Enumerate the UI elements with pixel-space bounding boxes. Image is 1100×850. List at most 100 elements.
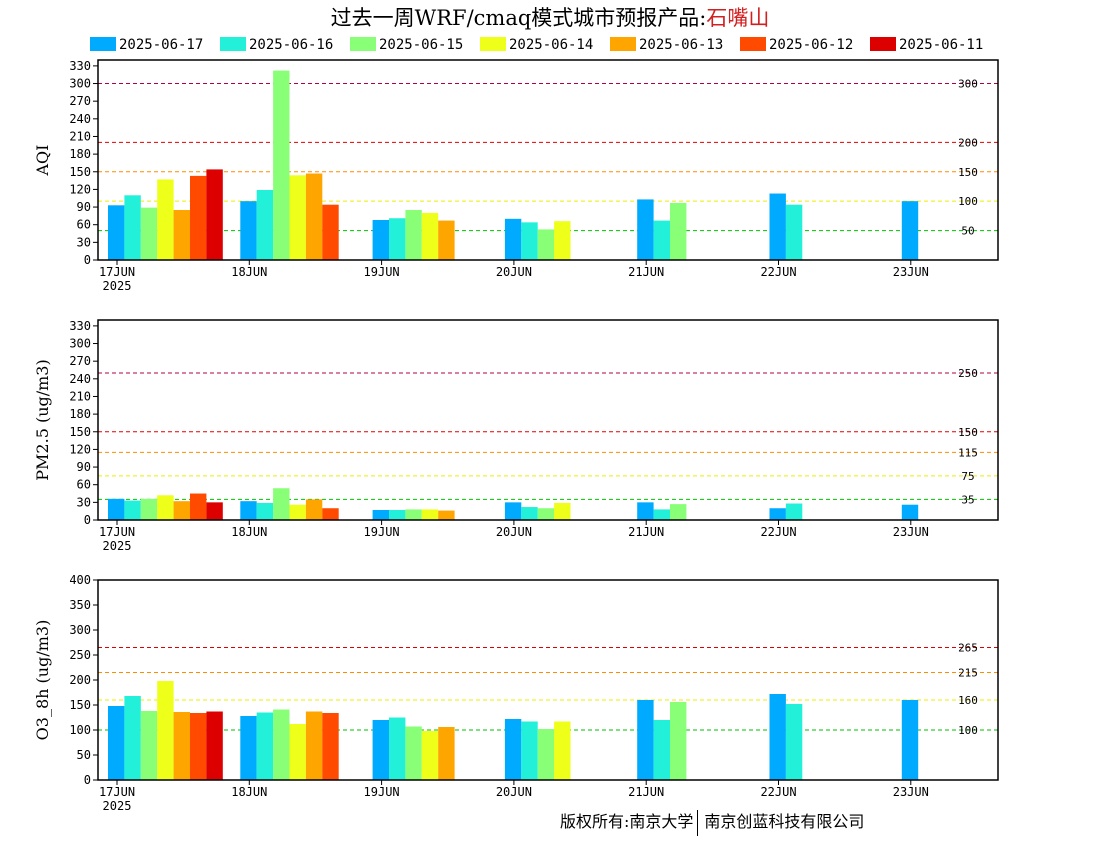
bar-2025-06-12-17JUN <box>190 493 207 520</box>
threshold-label-2: 150 <box>958 166 978 179</box>
bar-2025-06-16-18JUN <box>256 712 274 780</box>
bar-2025-06-15-18JUN <box>273 70 290 261</box>
bar-2025-06-17-22JUN <box>769 508 786 520</box>
bar-2025-06-14-17JUN <box>157 495 174 520</box>
bar-2025-06-14-19JUN <box>421 731 439 780</box>
x-tick-label-0: 17JUN <box>99 785 135 799</box>
bar-2025-06-12-17JUN <box>190 713 207 780</box>
bar-2025-06-14-18JUN <box>289 175 306 260</box>
y-tick-label-8: 240 <box>69 372 91 386</box>
threshold-label-1: 150 <box>958 426 978 439</box>
legend-label-1: 2025-06-16 <box>249 37 333 53</box>
bar-2025-06-16-20JUN <box>521 507 538 520</box>
legend-label-4: 2025-06-13 <box>639 37 723 53</box>
bar-2025-06-16-19JUN <box>389 717 406 780</box>
bar-2025-06-17-17JUN <box>108 205 125 260</box>
threshold-label-1: 200 <box>958 136 978 149</box>
bar-2025-06-16-20JUN <box>521 222 538 260</box>
x-tick-label-6: 23JUN <box>893 785 929 799</box>
y-tick-label-11: 330 <box>69 319 91 333</box>
legend-label-5: 2025-06-12 <box>769 37 853 53</box>
y-tick-label-7: 210 <box>69 389 91 403</box>
footer-divider <box>697 809 699 836</box>
bar-2025-06-11-17JUN <box>206 502 223 520</box>
bar-2025-06-12-18JUN <box>322 204 339 260</box>
x-tick-label-2: 19JUN <box>364 785 400 799</box>
bar-2025-06-16-22JUN <box>785 503 803 520</box>
legend-label-2: 2025-06-15 <box>379 37 463 53</box>
bar-2025-06-13-17JUN <box>173 712 190 780</box>
plot-frame <box>97 319 999 521</box>
bar-2025-06-17-20JUN <box>504 218 522 260</box>
y-tick-label-11: 330 <box>69 59 91 73</box>
legend-swatch-2 <box>350 37 376 51</box>
bar-2025-06-13-19JUN <box>438 727 455 780</box>
plot-frame <box>97 59 999 261</box>
bar-2025-06-14-20JUN <box>554 502 571 520</box>
y-tick-label-0: 0 <box>84 253 91 267</box>
bar-2025-06-13-19JUN <box>438 220 455 260</box>
bar-2025-06-16-19JUN <box>389 218 406 260</box>
x-tick-label-4: 21JUN <box>628 525 664 539</box>
bar-2025-06-15-18JUN <box>273 488 290 520</box>
bar-2025-06-16-18JUN <box>256 190 274 260</box>
bar-2025-06-13-18JUN <box>305 173 323 260</box>
y-tick-label-1: 50 <box>77 748 91 762</box>
y-tick-label-0: 0 <box>84 773 91 787</box>
y-tick-label-3: 90 <box>77 460 91 474</box>
x-tick-label-3: 20JUN <box>496 265 532 279</box>
bar-2025-06-17-18JUN <box>240 716 257 780</box>
bar-2025-06-14-20JUN <box>554 221 571 260</box>
threshold-label-3: 75 <box>961 470 974 483</box>
bar-2025-06-15-17JUN <box>140 498 158 520</box>
bar-2025-06-14-17JUN <box>157 179 174 260</box>
x-year-label: 2025 <box>103 539 132 553</box>
y-tick-label-8: 240 <box>69 112 91 126</box>
bar-2025-06-17-19JUN <box>372 510 389 520</box>
legend-label-0: 2025-06-17 <box>119 37 203 53</box>
y-tick-label-6: 300 <box>69 623 91 637</box>
bar-2025-06-11-17JUN <box>206 169 223 260</box>
bar-2025-06-17-18JUN <box>240 501 257 520</box>
x-tick-label-1: 18JUN <box>231 265 267 279</box>
bar-2025-06-15-21JUN <box>670 702 687 780</box>
x-year-label: 2025 <box>103 799 132 813</box>
bar-2025-06-14-17JUN <box>157 681 174 780</box>
bar-2025-06-17-19JUN <box>372 220 389 260</box>
bar-2025-06-15-20JUN <box>537 229 555 260</box>
y-tick-label-10: 300 <box>69 77 91 91</box>
threshold-label-4: 50 <box>961 225 974 238</box>
threshold-label-3: 100 <box>958 195 978 208</box>
y-tick-label-1: 30 <box>77 495 91 509</box>
y-tick-label-9: 270 <box>69 94 91 108</box>
y-tick-label-5: 150 <box>69 165 91 179</box>
bar-2025-06-17-20JUN <box>504 719 522 780</box>
bar-2025-06-17-21JUN <box>637 502 654 520</box>
y-tick-label-4: 120 <box>69 442 91 456</box>
y-tick-label-7: 210 <box>69 129 91 143</box>
bar-2025-06-11-17JUN <box>206 711 223 780</box>
bar-2025-06-12-17JUN <box>190 175 207 260</box>
copyright-footer: 版权所有:南京大学 南京创蓝科技有限公司 <box>560 808 864 836</box>
threshold-label-3: 100 <box>958 724 978 737</box>
threshold-label-4: 35 <box>961 493 974 506</box>
x-tick-label-2: 19JUN <box>364 265 400 279</box>
bar-2025-06-15-19JUN <box>405 726 422 780</box>
title-city: 石嘴山 <box>706 6 770 30</box>
legend-swatch-0 <box>90 37 116 51</box>
x-tick-label-6: 23JUN <box>893 525 929 539</box>
bar-2025-06-16-22JUN <box>785 704 803 780</box>
bar-2025-06-16-18JUN <box>256 502 274 520</box>
bar-2025-06-17-17JUN <box>108 498 125 520</box>
bar-2025-06-17-21JUN <box>637 199 654 260</box>
bar-2025-06-14-18JUN <box>289 724 306 780</box>
x-tick-label-0: 17JUN <box>99 265 135 279</box>
x-tick-label-3: 20JUN <box>496 785 532 799</box>
bar-2025-06-15-20JUN <box>537 508 555 520</box>
x-year-label: 2025 <box>103 279 132 293</box>
panel-0: 300 200 150 100 50 0 30 60 90 120 150 180 210 240 270 3… <box>33 59 999 293</box>
bar-2025-06-17-23JUN <box>901 504 919 520</box>
copyright-left: 版权所有:南京大学 <box>560 812 694 831</box>
bar-2025-06-16-21JUN <box>653 720 670 780</box>
